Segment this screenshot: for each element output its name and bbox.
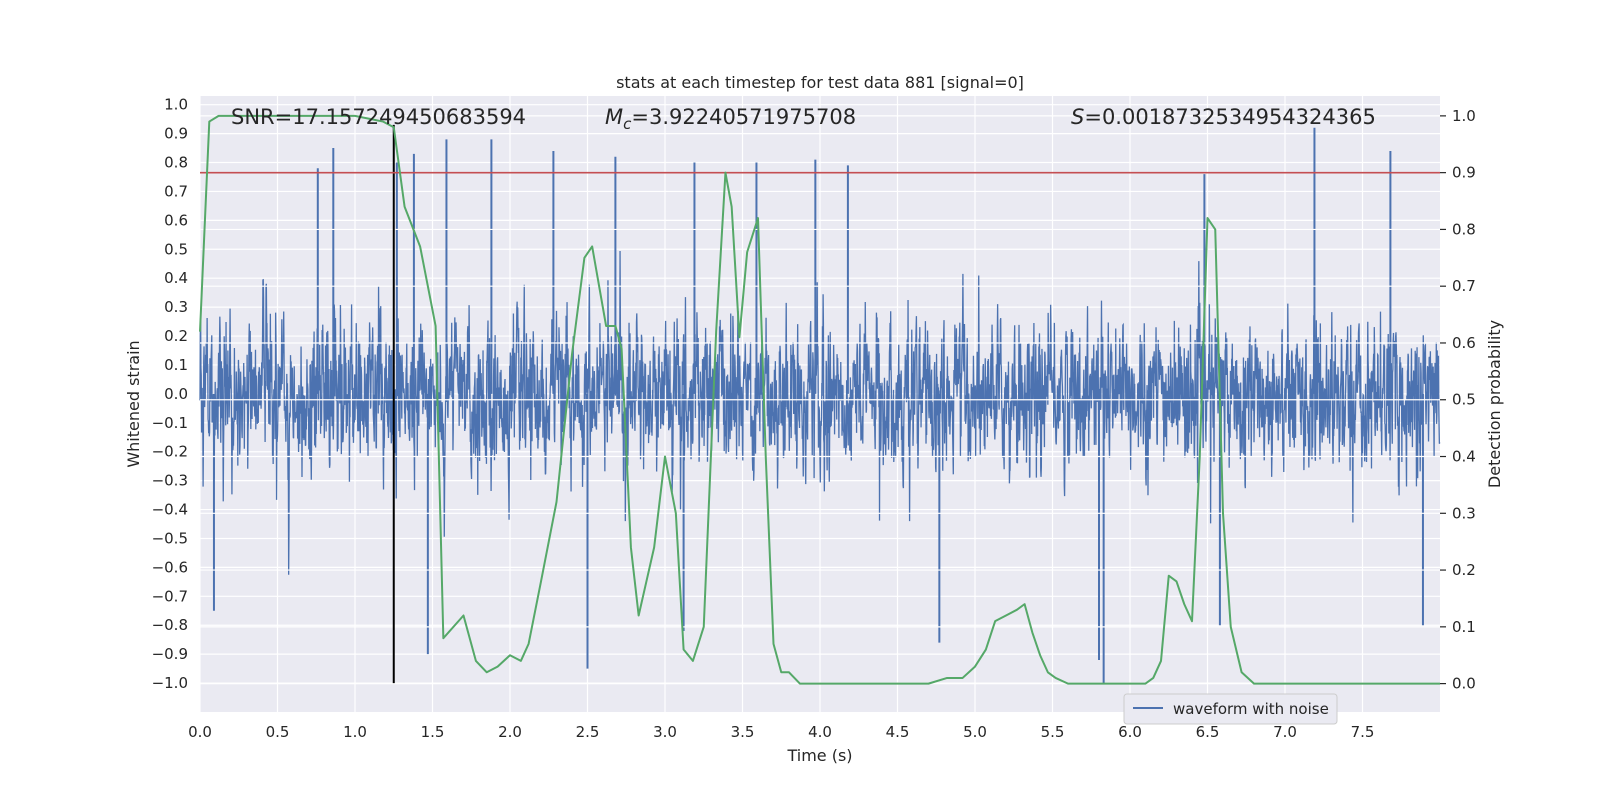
y2-ticks: 0.0 0.1 0.2 0.3 0.4 0.5 0.6 0.7 0.8 0.9 1.0 — [1440, 107, 1476, 693]
y-tick-label-16: 0.6 — [164, 211, 188, 229]
x-tick-label-9: 4.5 — [886, 723, 910, 741]
y-tick-label-10: 0.0 — [164, 385, 188, 403]
s-value: =0.0018732534954324365 — [1084, 105, 1376, 129]
y-tick-label-3: −0.7 — [152, 587, 188, 605]
y2-tick-label-2: 0.2 — [1452, 561, 1476, 579]
y-ticks: −1.0 −0.9 −0.8 −0.7 −0.6 −0.5 −0.4 −0.3 −0.2 −0.1… — [152, 96, 188, 692]
x-axis-label: Time (s) — [786, 746, 852, 765]
y2-tick-label-7: 0.7 — [1452, 277, 1476, 295]
waveform-line — [199, 251, 1441, 575]
x-tick-label-5: 2.5 — [576, 723, 600, 741]
x-tick-label-7: 3.5 — [731, 723, 755, 741]
legend-label: waveform with noise — [1173, 700, 1329, 718]
y2-tick-label-5: 0.5 — [1452, 391, 1476, 409]
x-tick-label-4: 2.0 — [498, 723, 522, 741]
y-tick-label-5: −0.5 — [152, 529, 188, 547]
probability-series — [199, 114, 1440, 685]
y2-tick-label-0: 0.0 — [1452, 675, 1476, 693]
probability-line — [199, 114, 1440, 685]
y-tick-label-2: −0.8 — [152, 616, 188, 634]
mc-annotation: Mc=3.92240571975708 — [605, 105, 856, 133]
snr-annotation: SNR=17.157249450683594 — [231, 105, 526, 129]
y-tick-label-9: −0.1 — [152, 414, 188, 432]
x-tick-label-13: 6.5 — [1196, 723, 1220, 741]
y-tick-label-8: −0.2 — [152, 443, 188, 461]
x-tick-label-11: 5.5 — [1041, 723, 1065, 741]
y2-tick-label-3: 0.3 — [1452, 504, 1476, 522]
y-tick-label-15: 0.5 — [164, 240, 188, 258]
mc-symbol: M — [605, 105, 623, 129]
legend-box — [1123, 693, 1338, 725]
y2-tick-label-6: 0.6 — [1452, 334, 1476, 352]
y-tick-label-12: 0.2 — [164, 327, 188, 345]
mc-value: =3.92240571975708 — [631, 105, 856, 129]
x-tick-label-1: 0.5 — [266, 723, 290, 741]
x-tick-label-14: 7.0 — [1273, 723, 1297, 741]
x-tick-label-12: 6.0 — [1118, 723, 1142, 741]
y2-axis-label: Detection probability — [1485, 320, 1504, 488]
x-tick-label-15: 7.5 — [1351, 723, 1375, 741]
y-tick-label-14: 0.4 — [164, 269, 188, 287]
y2-tick-label-1: 0.1 — [1452, 618, 1476, 636]
y-tick-label-17: 0.7 — [164, 182, 188, 200]
y2-tick-label-10: 1.0 — [1452, 107, 1476, 125]
y-tick-label-1: −0.9 — [152, 645, 188, 663]
y-tick-label-4: −0.6 — [152, 558, 188, 576]
y-tick-label-18: 0.8 — [164, 154, 188, 172]
x-ticks: 0.0 0.5 1.0 1.5 2.0 2.5 3.0 3.5 4.0 4.5 5.0 5.5 6.0 6… — [188, 723, 1374, 741]
mc-subscript: c — [623, 115, 632, 133]
chart-title: stats at each timestep for test data 881… — [616, 73, 1024, 92]
y-tick-label-11: 0.1 — [164, 356, 188, 374]
y-tick-label-20: 1.0 — [164, 96, 188, 114]
y2-tick-label-4: 0.4 — [1452, 448, 1476, 466]
y-tick-label-7: −0.3 — [152, 472, 188, 490]
y-tick-label-19: 0.9 — [164, 125, 188, 143]
y-tick-label-6: −0.4 — [152, 501, 188, 519]
waveform-series — [199, 127, 1441, 684]
s-annotation: S=0.0018732534954324365 — [1071, 105, 1376, 129]
x-tick-label-10: 5.0 — [963, 723, 987, 741]
x-tick-label-8: 4.0 — [808, 723, 832, 741]
legend: waveform with noise — [1123, 693, 1338, 725]
y-tick-label-0: −1.0 — [152, 674, 188, 692]
y2-tick-label-8: 0.8 — [1452, 220, 1476, 238]
y-axis-label: Whitened strain — [124, 340, 143, 467]
x-tick-label-3: 1.5 — [421, 723, 445, 741]
x-tick-label-6: 3.0 — [653, 723, 677, 741]
s-symbol: S — [1071, 105, 1084, 129]
x-tick-label-0: 0.0 — [188, 723, 212, 741]
x-tick-label-2: 1.0 — [343, 723, 367, 741]
y2-tick-label-9: 0.9 — [1452, 164, 1476, 182]
y-tick-label-13: 0.3 — [164, 298, 188, 316]
